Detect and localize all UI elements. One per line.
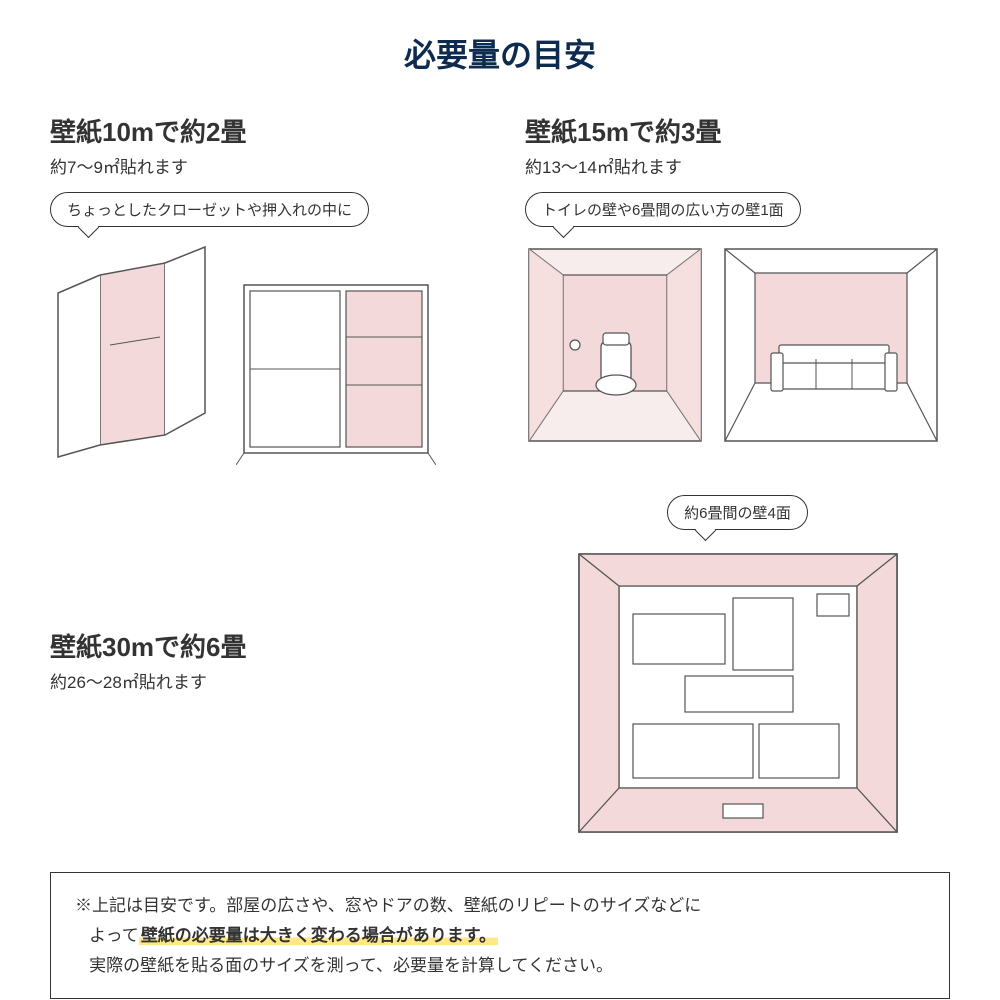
heading-30m: 壁紙30mで約6畳 <box>50 627 475 664</box>
note-box: ※上記は目安です。部屋の広さや、窓やドアの数、壁紙のリピートのサイズなどに よっ… <box>50 872 950 999</box>
note-line1: ※上記は目安です。部屋の広さや、窓やドアの数、壁紙のリピートのサイズなどに <box>75 896 701 915</box>
oshiire-illustration <box>236 275 436 465</box>
note-line3: 実際の壁紙を貼る面のサイズを測って、必要量を計算してください。 <box>89 956 613 975</box>
section-30m-illus: 約6畳間の壁4面 <box>525 495 950 838</box>
note-highlight: 壁紙の必要量は大きく変わる場合があります。 <box>139 926 498 945</box>
section-30m: 壁紙30mで約6畳 約26～28㎡貼れます <box>50 495 475 838</box>
heading-15m: 壁紙15mで約3畳 <box>525 112 950 149</box>
sub-30m: 約26～28㎡貼れます <box>50 668 475 693</box>
room-4walls-illustration <box>525 548 950 838</box>
sub-10m: 約7～9㎡貼れます <box>50 153 475 178</box>
sections-grid: 壁紙10mで約2畳 約7～9㎡貼れます ちょっとしたクローゼットや押入れの中に <box>50 112 950 838</box>
illus-row-15m <box>525 245 950 445</box>
heading-10m: 壁紙10mで約2畳 <box>50 112 475 149</box>
note-line2-pre: よって <box>89 926 139 945</box>
section-15m: 壁紙15mで約3畳 約13～14㎡貼れます トイレの壁や6畳間の広い方の壁1面 <box>525 112 950 465</box>
sub-15m: 約13～14㎡貼れます <box>525 153 950 178</box>
closet-illustration <box>50 245 220 465</box>
bubble-10m: ちょっとしたクローゼットや押入れの中に <box>50 192 369 227</box>
toilet-illustration <box>525 245 705 445</box>
living-wall-illustration <box>721 245 941 445</box>
section-10m: 壁紙10mで約2畳 約7～9㎡貼れます ちょっとしたクローゼットや押入れの中に <box>50 112 475 465</box>
bubble-15m: トイレの壁や6畳間の広い方の壁1面 <box>525 192 801 227</box>
bubble-30m: 約6畳間の壁4面 <box>667 495 808 530</box>
illus-row-10m <box>50 245 475 465</box>
page-title: 必要量の目安 <box>50 30 950 76</box>
